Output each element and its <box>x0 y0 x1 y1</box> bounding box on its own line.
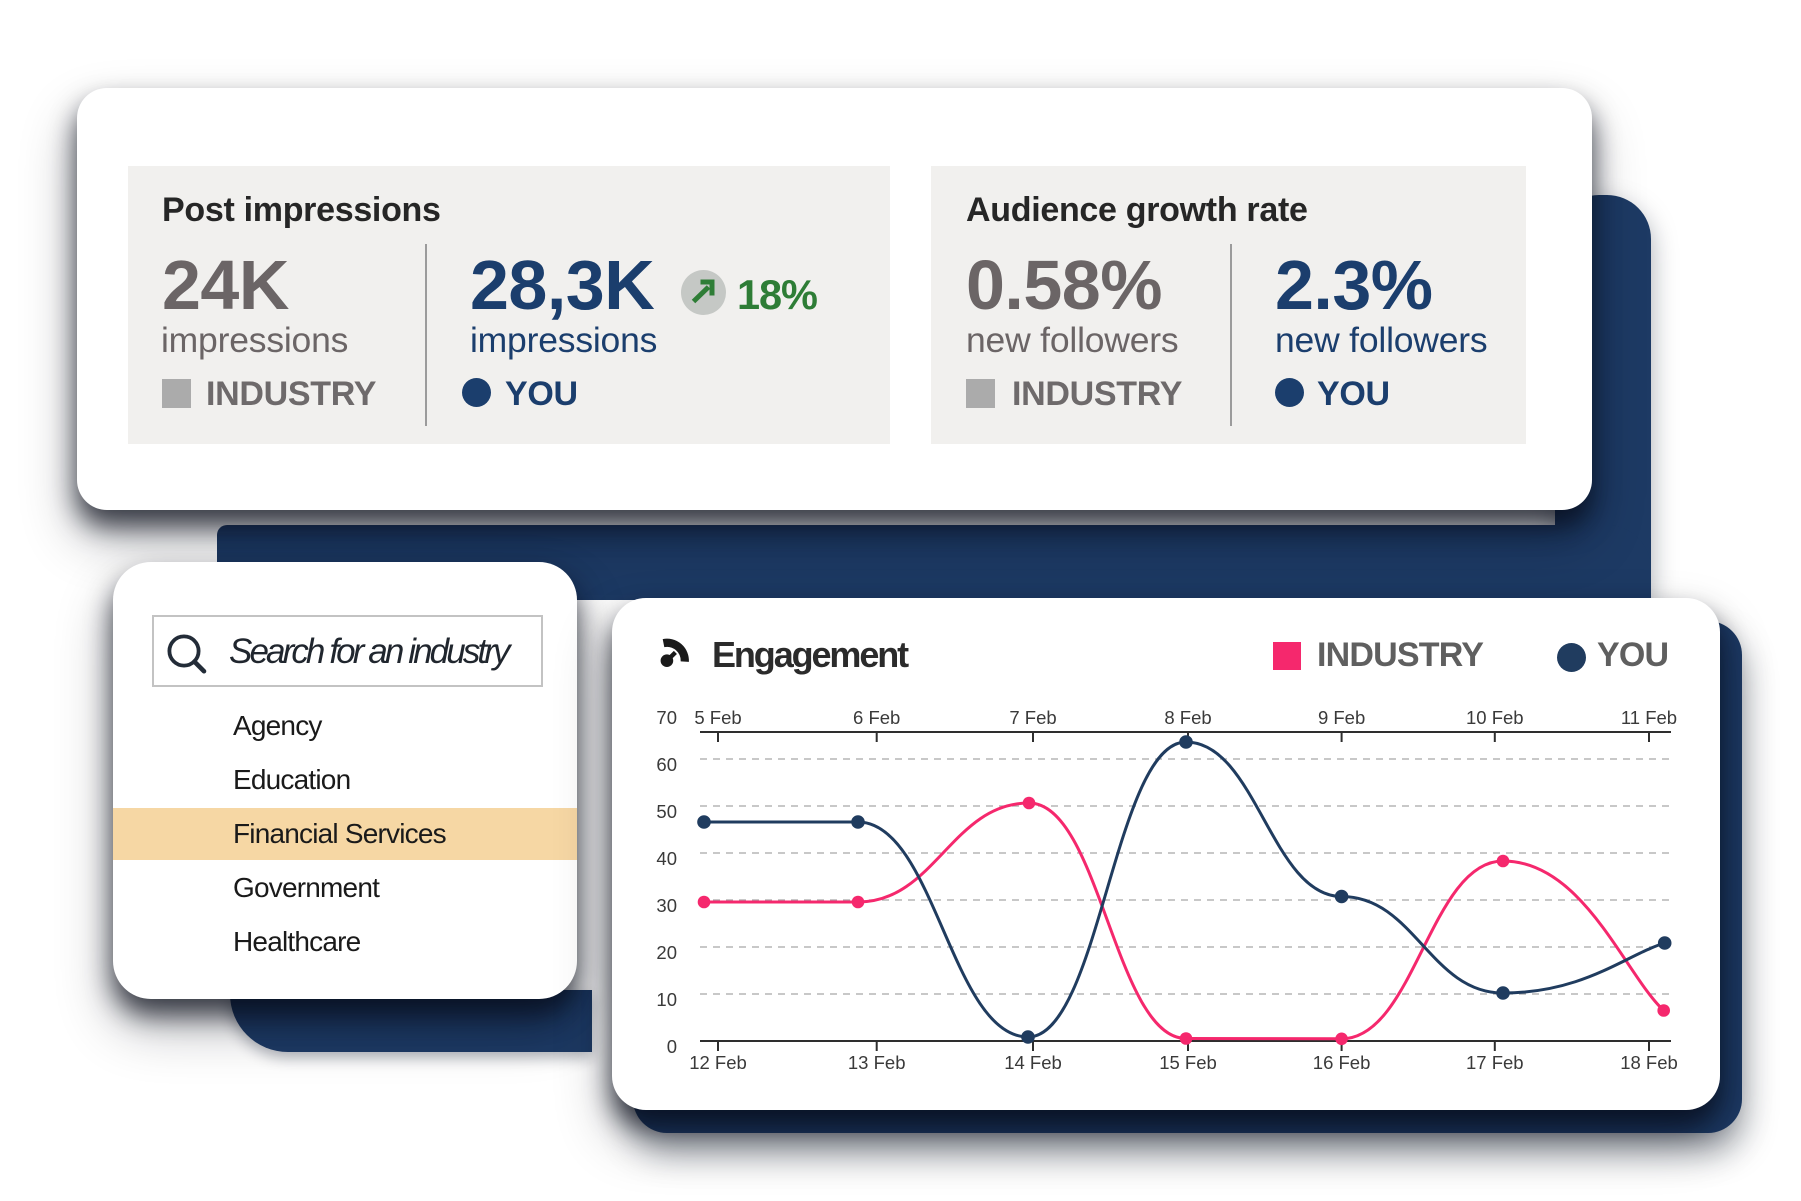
svg-text:8 Feb: 8 Feb <box>1164 707 1211 728</box>
svg-text:5 Feb: 5 Feb <box>694 707 741 728</box>
svg-text:6 Feb: 6 Feb <box>853 707 900 728</box>
svg-text:0: 0 <box>667 1036 677 1057</box>
svg-text:13 Feb: 13 Feb <box>848 1052 906 1073</box>
svg-text:10: 10 <box>656 989 677 1010</box>
svg-text:14 Feb: 14 Feb <box>1004 1052 1062 1073</box>
svg-text:7 Feb: 7 Feb <box>1009 707 1056 728</box>
svg-text:10 Feb: 10 Feb <box>1466 707 1524 728</box>
svg-text:17 Feb: 17 Feb <box>1466 1052 1524 1073</box>
svg-text:18 Feb: 18 Feb <box>1620 1052 1678 1073</box>
svg-text:9 Feb: 9 Feb <box>1318 707 1365 728</box>
svg-text:11 Feb: 11 Feb <box>1621 707 1677 728</box>
svg-text:70: 70 <box>656 707 677 728</box>
svg-text:40: 40 <box>656 848 677 869</box>
svg-text:60: 60 <box>656 754 677 775</box>
svg-text:16 Feb: 16 Feb <box>1313 1052 1371 1073</box>
svg-text:30: 30 <box>656 895 677 916</box>
svg-text:50: 50 <box>656 801 677 822</box>
svg-text:15 Feb: 15 Feb <box>1159 1052 1217 1073</box>
svg-text:20: 20 <box>656 942 677 963</box>
svg-text:12 Feb: 12 Feb <box>689 1052 747 1073</box>
